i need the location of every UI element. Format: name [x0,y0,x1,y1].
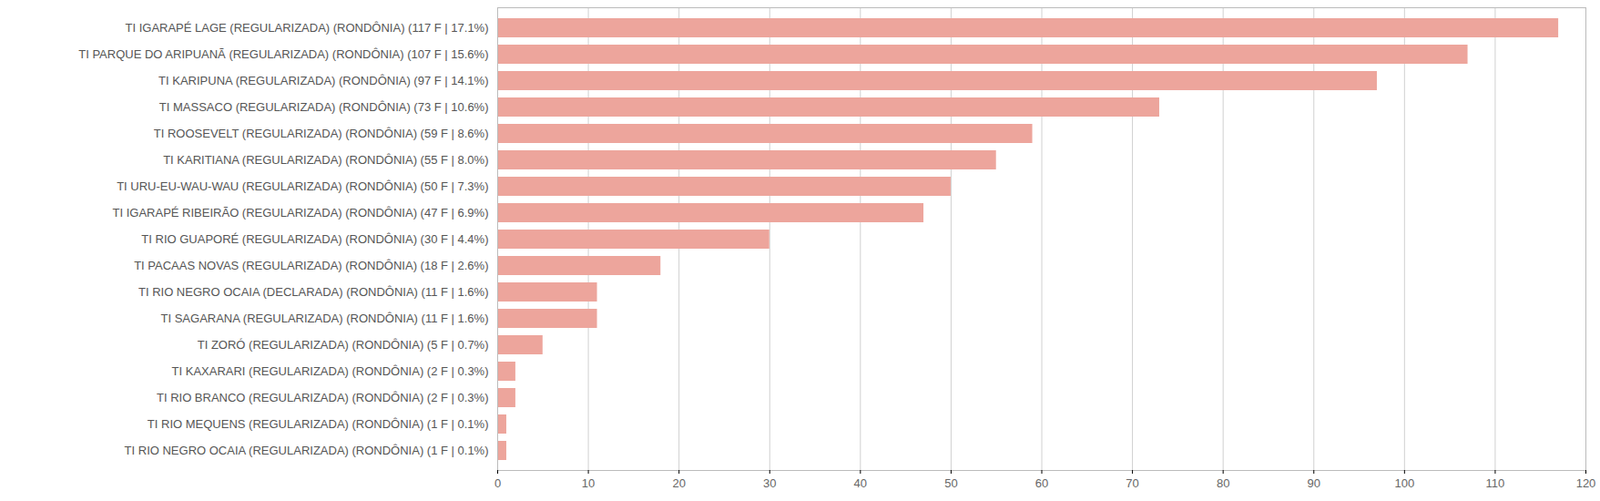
svg-text:TI RIO MEQUENS (REGULARIZADA): TI RIO MEQUENS (REGULARIZADA) (RONDÔNIA)… [147,417,490,431]
svg-text:0: 0 [494,476,501,490]
svg-text:110: 110 [1486,476,1506,490]
svg-text:TI ZORÓ (REGULARIZADA) (RONDÔN: TI ZORÓ (REGULARIZADA) (RONDÔNIA) (5 F |… [197,337,490,352]
svg-text:TI PACAAS NOVAS (REGULARIZADA): TI PACAAS NOVAS (REGULARIZADA) (RONDÔNIA… [133,258,489,273]
svg-text:30: 30 [763,476,776,490]
svg-text:TI KARITIANA (REGULARIZADA) (R: TI KARITIANA (REGULARIZADA) (RONDÔNIA) (… [163,152,489,167]
svg-text:50: 50 [944,476,958,490]
svg-text:40: 40 [854,476,867,490]
svg-text:TI RIO GUAPORÉ (REGULARIZADA): TI RIO GUAPORÉ (REGULARIZADA) (RONDÔNIA)… [141,232,489,246]
svg-text:100: 100 [1394,476,1415,490]
svg-text:80: 80 [1216,476,1230,490]
svg-text:TI ROOSEVELT (REGULARIZADA) (R: TI ROOSEVELT (REGULARIZADA) (RONDÔNIA) (… [153,126,490,141]
svg-text:TI RIO BRANCO (REGULARIZADA) (: TI RIO BRANCO (REGULARIZADA) (RONDÔNIA) … [156,390,490,405]
svg-text:TI IGARAPÉ LAGE (REGULARIZADA): TI IGARAPÉ LAGE (REGULARIZADA) (RONDÔNIA… [125,20,490,35]
svg-text:TI SAGARANA (REGULARIZADA) (RO: TI SAGARANA (REGULARIZADA) (RONDÔNIA) (1… [161,311,490,326]
svg-text:TI PARQUE DO ARIPUANÃ (REGULAR: TI PARQUE DO ARIPUANÃ (REGULARIZADA) (RO… [78,47,489,62]
svg-text:120: 120 [1576,476,1597,490]
svg-text:TI KAXARARI (REGULARIZADA) (RO: TI KAXARARI (REGULARIZADA) (RONDÔNIA) (2… [172,364,490,378]
svg-text:TI RIO NEGRO OCAIA (DECLARADA): TI RIO NEGRO OCAIA (DECLARADA) (RONDÔNIA… [138,285,490,299]
svg-text:TI RIO NEGRO OCAIA (REGULARIZA: TI RIO NEGRO OCAIA (REGULARIZADA) (RONDÔ… [124,443,490,458]
svg-text:70: 70 [1125,476,1139,490]
svg-text:20: 20 [672,476,685,490]
svg-text:TI IGARAPÉ RIBEIRÃO (REGULARIZ: TI IGARAPÉ RIBEIRÃO (REGULARIZADA) (ROND… [112,205,490,220]
svg-text:TI MASSACO (REGULARIZADA) (RON: TI MASSACO (REGULARIZADA) (RONDÔNIA) (73… [159,100,490,114]
svg-text:TI KARIPUNA (REGULARIZADA) (RO: TI KARIPUNA (REGULARIZADA) (RONDÔNIA) (9… [158,73,489,88]
svg-text:90: 90 [1307,476,1321,490]
svg-text:TI URU-EU-WAU-WAU (REGULARIZAD: TI URU-EU-WAU-WAU (REGULARIZADA) (RONDÔN… [116,179,489,194]
svg-text:60: 60 [1035,476,1049,490]
svg-text:10: 10 [581,476,595,490]
